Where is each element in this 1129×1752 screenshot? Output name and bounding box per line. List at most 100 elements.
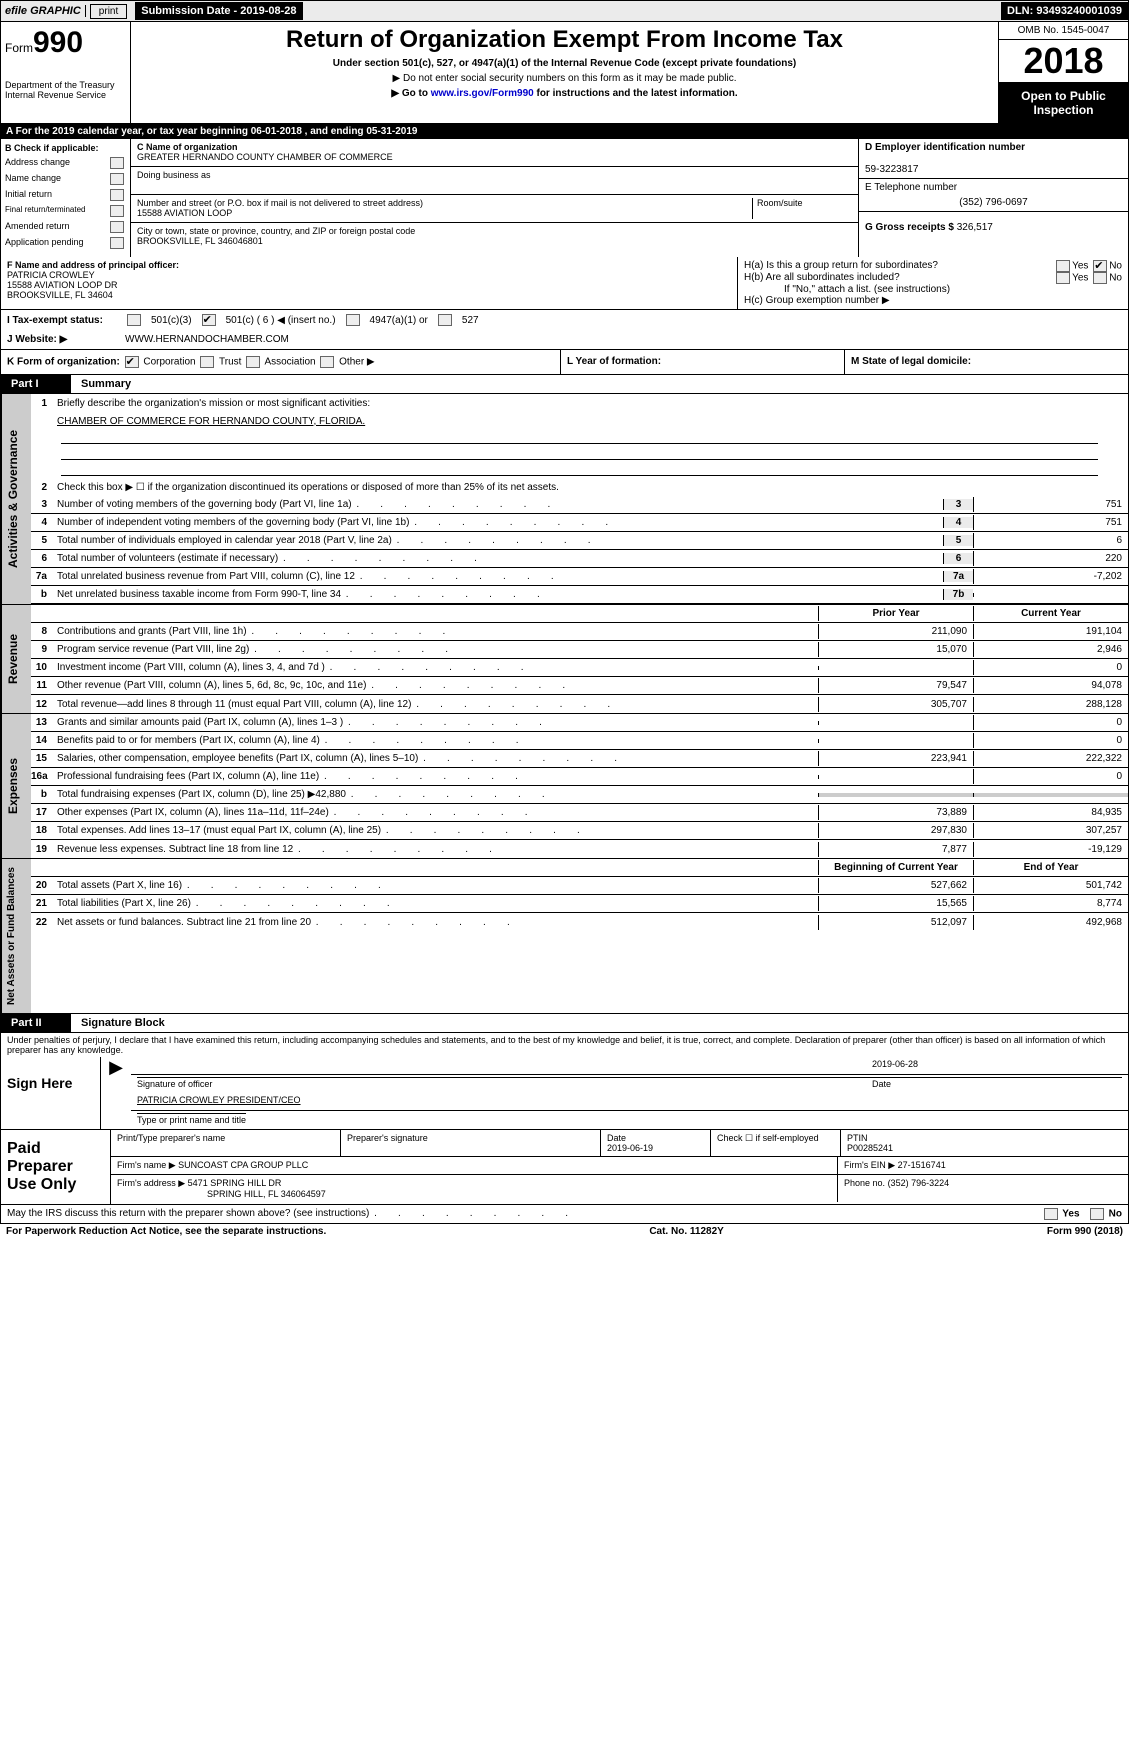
table-row: 16aProfessional fundraising fees (Part I… [31,768,1128,786]
amended-return-checkbox[interactable] [110,221,124,233]
dept-label: Department of the Treasury Internal Reve… [5,80,126,100]
table-row: 9Program service revenue (Part VIII, lin… [31,641,1128,659]
current-year-header: Current Year [973,606,1128,621]
row-k: K Form of organization: Corporation Trus… [0,350,1129,375]
col-d: D Employer identification number59-32238… [858,139,1128,257]
ha-no-checkbox[interactable] [1093,260,1107,272]
submission-date: Submission Date - 2019-08-28 [135,2,302,20]
eoy-header: End of Year [973,860,1128,875]
footer-left: For Paperwork Reduction Act Notice, see … [6,1226,326,1237]
final-return-checkbox[interactable] [110,205,124,217]
row-j: J Website: ▶ WWW.HERNANDOCHAMBER.COM [0,330,1129,350]
assoc-checkbox[interactable] [246,356,260,368]
section-b: B Check if applicable: Address change Na… [0,139,1129,257]
dln-label: DLN: 93493240001039 [1001,2,1128,20]
trust-checkbox[interactable] [200,356,214,368]
subtitle: Under section 501(c), 527, or 4947(a)(1)… [139,58,990,69]
signature-section: Under penalties of perjury, I declare th… [0,1033,1129,1130]
table-row: 13Grants and similar amounts paid (Part … [31,714,1128,732]
org-city: BROOKSVILLE, FL 346046801 [137,236,263,246]
hb-no-checkbox[interactable] [1093,272,1107,284]
prior-year-header: Prior Year [818,606,973,621]
discuss-yes-checkbox[interactable] [1044,1208,1058,1220]
firm-phone: (352) 796-3224 [888,1178,950,1188]
b-header: B Check if applicable: [5,143,126,153]
sig-date: 2019-06-28 [872,1059,1122,1072]
main-title: Return of Organization Exempt From Incom… [139,26,990,54]
activities-governance-section: Activities & Governance 1Briefly describ… [0,394,1129,605]
phone-value: (352) 796-0697 [865,193,1122,208]
4947-checkbox[interactable] [346,314,360,326]
omb-number: OMB No. 1545-0047 [999,22,1128,40]
hb-yes-checkbox[interactable] [1056,272,1070,284]
table-row: 19Revenue less expenses. Subtract line 1… [31,840,1128,858]
dba-row: Doing business as [131,167,858,195]
table-row: 3Number of voting members of the governi… [31,496,1128,514]
501c3-checkbox[interactable] [127,314,141,326]
application-pending-checkbox[interactable] [110,237,124,249]
form-number: 990 [33,26,83,59]
arrow-icon: ▶ [101,1057,131,1129]
firm-addr1: 5471 SPRING HILL DR [188,1178,282,1188]
table-row: bTotal fundraising expenses (Part IX, co… [31,786,1128,804]
address-row: Number and street (or P.O. box if mail i… [131,195,858,223]
initial-return-checkbox[interactable] [110,189,124,201]
vtab-expenses: Expenses [1,714,31,858]
top-bar: efile GRAPHIC print Submission Date - 20… [0,0,1129,22]
ptin-value: P00285241 [847,1143,893,1153]
table-row: 11Other revenue (Part VIII, column (A), … [31,677,1128,695]
table-row: 6Total number of volunteers (estimate if… [31,550,1128,568]
firm-addr2: SPRING HILL, FL 346064597 [117,1189,326,1199]
table-row: 20Total assets (Part X, line 16)527,6625… [31,877,1128,895]
year-formation: L Year of formation: [561,350,845,374]
officer-name: PATRICIA CROWLEY [7,270,95,280]
discuss-row: May the IRS discuss this return with the… [0,1205,1129,1224]
perjury-text: Under penalties of perjury, I declare th… [1,1033,1128,1057]
org-name: GREATER HERNANDO COUNTY CHAMBER OF COMME… [137,152,393,162]
year-box: OMB No. 1545-0047 2018 Open to Public In… [998,22,1128,123]
form-header: Form990 Department of the Treasury Inter… [0,22,1129,124]
net-assets-section: Net Assets or Fund Balances Beginning of… [0,859,1129,1014]
form-prefix: Form [5,41,33,55]
part-i-header: Part I Summary [0,375,1129,394]
table-row: 12Total revenue—add lines 8 through 11 (… [31,695,1128,713]
501c-checkbox[interactable] [202,314,216,326]
row-f: F Name and address of principal officer:… [0,257,1129,310]
gross-receipts-row: G Gross receipts $ 326,517 [859,212,1128,236]
title-box: Return of Organization Exempt From Incom… [131,22,998,123]
sign-here-label: Sign Here [1,1057,101,1129]
table-row: 17Other expenses (Part IX, column (A), l… [31,804,1128,822]
footer: For Paperwork Reduction Act Notice, see … [0,1224,1129,1239]
print-button[interactable]: print [90,4,127,19]
website-value: WWW.HERNANDOCHAMBER.COM [125,334,289,345]
state-domicile: M State of legal domicile: [845,350,1128,374]
mission-text: CHAMBER OF COMMERCE FOR HERNANDO COUNTY,… [57,416,365,427]
officer-name-title: PATRICIA CROWLEY PRESIDENT/CEO [137,1095,301,1108]
table-row: 15Salaries, other compensation, employee… [31,750,1128,768]
firm-name: SUNCOAST CPA GROUP PLLC [178,1160,308,1170]
vtab-netassets: Net Assets or Fund Balances [1,859,31,1013]
instruction-1: ▶ Do not enter social security numbers o… [139,73,990,84]
irs-link[interactable]: www.irs.gov/Form990 [431,88,534,99]
other-checkbox[interactable] [320,356,334,368]
527-checkbox[interactable] [438,314,452,326]
ha-yes-checkbox[interactable] [1056,260,1070,272]
h-questions: H(a) Is this a group return for subordin… [738,257,1128,309]
table-row: 4Number of independent voting members of… [31,514,1128,532]
org-street: 15588 AVIATION LOOP [137,208,232,218]
ein-value: 59-3223817 [865,164,918,175]
address-change-checkbox[interactable] [110,157,124,169]
vtab-revenue: Revenue [1,605,31,713]
table-row: 10Investment income (Part VIII, column (… [31,659,1128,677]
corp-checkbox[interactable] [125,356,139,368]
col-c-org: C Name of organization GREATER HERNANDO … [131,139,858,257]
part-ii-header: Part II Signature Block [0,1014,1129,1033]
revenue-section: Revenue Prior YearCurrent Year 8Contribu… [0,605,1129,714]
table-row: 8Contributions and grants (Part VIII, li… [31,623,1128,641]
line-a: A For the 2019 calendar year, or tax yea… [0,124,1129,139]
open-public-label: Open to Public Inspection [999,83,1128,123]
discuss-no-checkbox[interactable] [1090,1208,1104,1220]
footer-center: Cat. No. 11282Y [649,1226,723,1237]
prep-date: 2019-06-19 [607,1143,653,1153]
name-change-checkbox[interactable] [110,173,124,185]
